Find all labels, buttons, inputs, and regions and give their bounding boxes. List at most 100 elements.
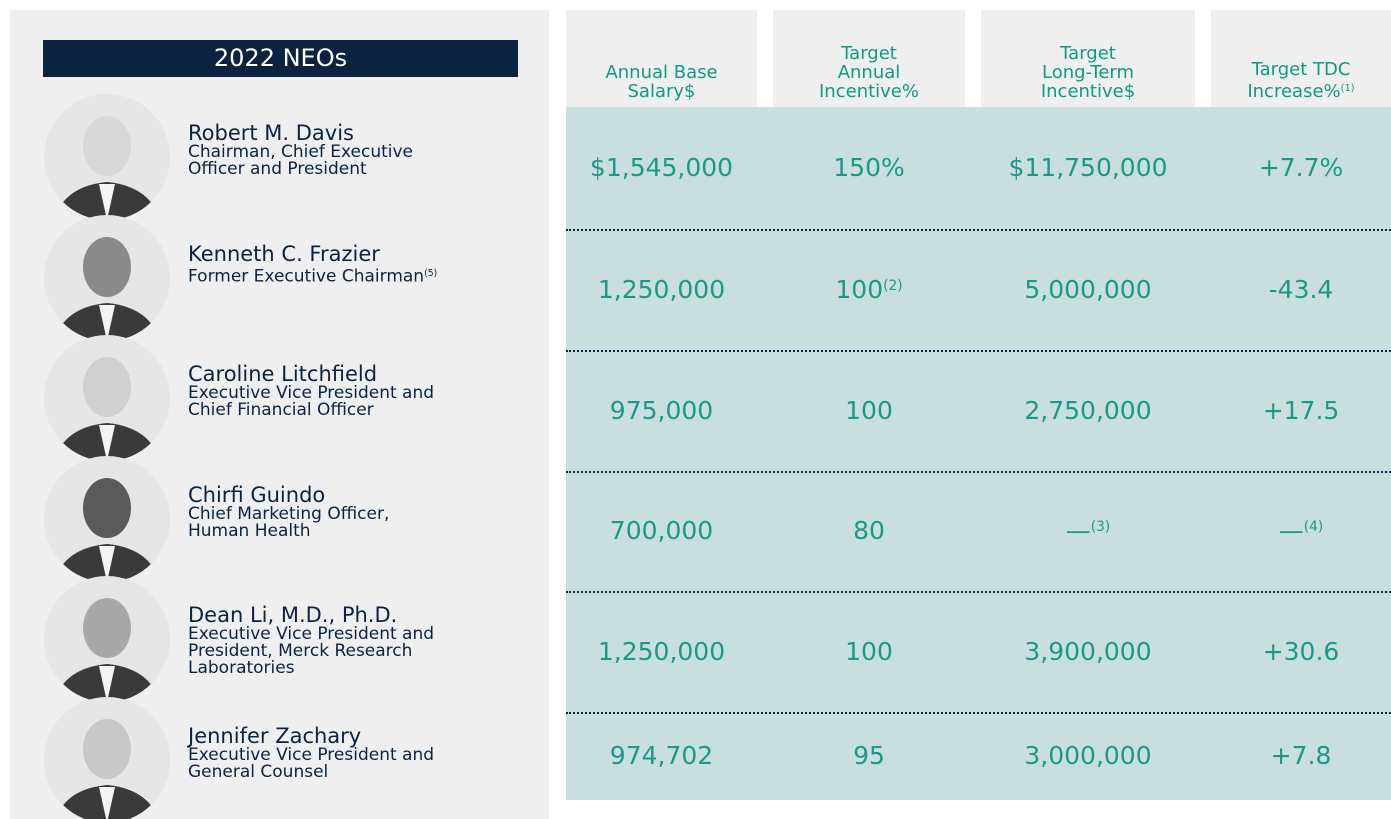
table-cell: 100 [845,396,893,425]
column-header-line: Incentive$ [981,82,1195,101]
row-separator [566,229,1391,231]
page: 2022 NEOs (() => { const data = JSON.par… [0,0,1391,819]
cell-value: 1,250,000 [598,275,725,304]
table-cell: +30.6 [1263,637,1340,666]
cell-value: 3,900,000 [1024,637,1151,666]
cell-value: 1,250,000 [598,637,725,666]
portrait [44,94,170,220]
neo-title: General Counsel [188,764,434,781]
table-cell: +7.8 [1271,741,1332,770]
cell-value: 80 [853,516,885,545]
cell-value: 100 [845,396,893,425]
cell-value: 95 [853,741,885,770]
neo-title: Former Executive Chairman(5) [188,265,437,286]
table-cell: —(4) [1279,516,1323,545]
cell-value: 700,000 [610,516,713,545]
neo-title: Laboratories [188,660,434,677]
neo-name: Kenneth C. Frazier [188,243,437,265]
cell-value: 5,000,000 [1024,275,1151,304]
neo-title-text: Human Health [188,521,311,541]
footnote-ref: (4) [1304,519,1323,535]
cell-value: 975,000 [610,396,713,425]
table-cell: +17.5 [1263,396,1340,425]
neo-title-text: Former Executive Chairman [188,266,424,286]
footnote-ref: (5) [424,268,437,279]
table-cell: 1,250,000 [598,637,725,666]
column-unit: % [1324,81,1341,102]
column-label: Long-Term [1042,62,1134,83]
table-cell: 700,000 [610,516,713,545]
cell-value: 100 [845,637,893,666]
neo-info: Robert M. DavisChairman, Chief Executive… [188,122,413,178]
cell-value: 150% [833,153,904,182]
cell-value: +17.5 [1263,396,1340,425]
column-header-line: Long-Term [981,63,1195,82]
cell-value: 3,000,000 [1024,741,1151,770]
column-header-line: Target TDC [1211,60,1391,79]
portrait [44,456,170,582]
footnote-ref: (3) [1091,519,1110,535]
cell-value: +7.8 [1271,741,1332,770]
neo-title-text: General Counsel [188,762,328,782]
cell-value: +30.6 [1263,637,1340,666]
neo-title: Officer and President [188,161,413,178]
column-header-line: Annual [773,63,965,82]
row-separator [566,712,1391,714]
column-label: Target [841,43,897,64]
column-label: Increase [1247,81,1323,102]
column-label: Target TDC [1252,59,1351,80]
portrait [44,697,170,819]
neo-name: Robert M. Davis [188,122,413,144]
column-header-line: Annual Base [566,63,757,82]
column-unit: $ [684,81,695,102]
table-cell: -43.4 [1269,275,1334,304]
cell-value: $1,545,000 [590,153,733,182]
neo-title: Chief Financial Officer [188,402,434,419]
neo-name: Caroline Litchfield [188,363,434,385]
column-header-line: Incentive% [773,82,965,101]
column-label: Incentive [819,81,902,102]
neo-name: Dean Li, M.D., Ph.D. [188,604,434,626]
column-label: Target [1060,43,1116,64]
table-cell: 1,250,000 [598,275,725,304]
column-header-line: Target [981,44,1195,63]
table-cell: 3,000,000 [1024,741,1151,770]
table-cell: 2,750,000 [1024,396,1151,425]
table-body [566,107,1391,800]
cell-value: -43.4 [1269,275,1334,304]
table-cell: 100(2) [835,275,902,304]
table-cell: 150% [833,153,904,182]
cell-value: +7.7% [1259,153,1343,182]
table-cell: 3,900,000 [1024,637,1151,666]
header-title: 2022 NEOs [43,40,518,77]
table-cell: +7.7% [1259,153,1343,182]
table-cell: 100 [845,637,893,666]
footnote-ref: (1) [1341,83,1355,94]
column-header-line: Increase%(1) [1211,79,1391,101]
row-separator [566,350,1391,352]
portrait [44,576,170,702]
column-unit: % [902,81,919,102]
cell-value: 100 [835,275,883,304]
column-header-line: Salary$ [566,82,757,101]
column-label: Salary [628,81,685,102]
column-label: Incentive [1041,81,1124,102]
cell-value: 974,702 [610,741,713,770]
neo-name: Chirfi Guindo [188,484,389,506]
portrait [44,215,170,341]
table-cell: 95 [853,741,885,770]
table-cell: $1,545,000 [590,153,733,182]
table-cell: $11,750,000 [1008,153,1167,182]
table-cell: 80 [853,516,885,545]
cell-value: 2,750,000 [1024,396,1151,425]
neo-info: Dean Li, M.D., Ph.D.Executive Vice Presi… [188,604,434,677]
cell-value: — [1066,516,1091,545]
row-separator [566,591,1391,593]
